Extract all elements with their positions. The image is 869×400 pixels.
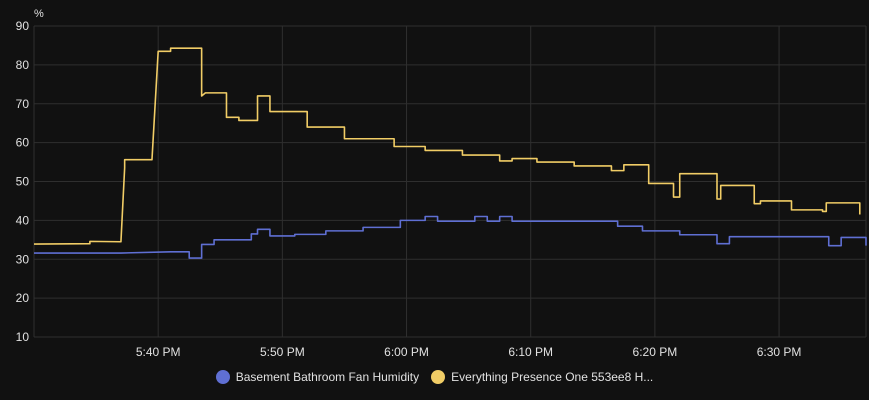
y-axis-unit-label: % xyxy=(34,8,44,20)
x-tick-label: 6:10 PM xyxy=(508,345,553,359)
y-tick-label: 90 xyxy=(16,19,30,33)
x-tick-label: 6:20 PM xyxy=(633,345,678,359)
legend-swatch-blue xyxy=(215,370,230,384)
y-tick-label: 10 xyxy=(16,330,30,344)
line-chart: % 90 80 70 60 50 40 30 20 10 5:40 PM 5:50 PM 6:00 PM… xyxy=(16,8,867,359)
series-lines[interactable] xyxy=(33,47,867,259)
legend-swatch-yellow xyxy=(431,370,446,384)
y-tick-label: 70 xyxy=(16,97,30,111)
legend-item-presence-humidity[interactable]: Everything Presence One 553ee8 H... xyxy=(431,370,653,384)
y-tick-label: 50 xyxy=(16,175,30,189)
y-tick-label: 30 xyxy=(16,252,30,266)
x-tick-label: 5:40 PM xyxy=(136,345,181,359)
axis-labels: % 90 80 70 60 50 40 30 20 10 5:40 PM 5:50 PM 6:00 PM… xyxy=(16,8,802,359)
grid-lines xyxy=(33,25,867,338)
legend-label: Basement Bathroom Fan Humidity xyxy=(235,370,420,384)
y-tick-label: 60 xyxy=(16,136,30,150)
series-line-1[interactable] xyxy=(33,47,861,245)
legend-label: Everything Presence One 553ee8 H... xyxy=(451,370,654,384)
y-tick-label: 20 xyxy=(16,291,30,305)
legend-item-basement-humidity[interactable]: Basement Bathroom Fan Humidity xyxy=(215,370,420,384)
y-tick-label: 80 xyxy=(16,58,30,72)
series-line-0[interactable] xyxy=(34,215,867,259)
chart-legend: Basement Bathroom Fan Humidity Everythin… xyxy=(0,370,869,384)
x-tick-label: 6:00 PM xyxy=(384,345,429,359)
x-tick-label: 6:30 PM xyxy=(757,345,802,359)
y-tick-label: 40 xyxy=(16,213,30,227)
x-tick-label: 5:50 PM xyxy=(260,345,305,359)
